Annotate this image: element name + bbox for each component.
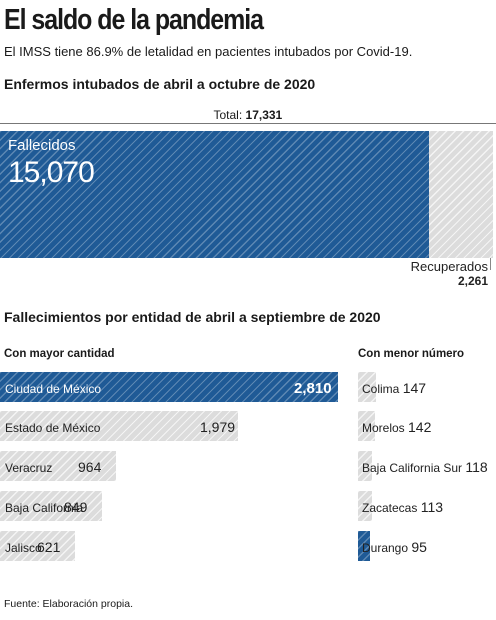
bar-zacatecas xyxy=(358,491,372,521)
recuperados-label: Recuperados xyxy=(410,259,488,274)
value-morelos: 142 xyxy=(408,419,432,435)
group-menor-label: Con menor número xyxy=(358,348,465,360)
label-text-durango: Durango xyxy=(362,541,412,555)
bar-ciudad-de-mexico xyxy=(0,372,338,402)
bar-recuperados xyxy=(429,131,493,258)
value-durango: 95 xyxy=(411,539,427,555)
total-label: Total: 17,331 xyxy=(210,108,286,122)
value-jalisco: 621 xyxy=(37,539,61,555)
total-label-text: Total: xyxy=(213,108,243,122)
bar-morelos xyxy=(358,411,375,441)
bar-colima xyxy=(358,372,376,402)
label-baja-california-sur: Baja California Sur 118 xyxy=(362,459,488,475)
source-note: Fuente: Elaboración propia. xyxy=(4,598,133,610)
label-text-baja-california-sur: Baja California Sur xyxy=(362,461,466,475)
bar-veracruz xyxy=(0,451,116,481)
bar-estado-de-mexico xyxy=(0,411,238,441)
label-durango: Durango 95 xyxy=(362,539,427,555)
bar-baja-california xyxy=(0,491,102,521)
page-subtitle: El IMSS tiene 86.9% de letalidad en paci… xyxy=(4,44,413,59)
label-veracruz: Veracruz xyxy=(5,461,53,475)
label-morelos: Morelos 142 xyxy=(362,419,431,435)
value-colima: 147 xyxy=(402,380,427,396)
value-zacatecas: 113 xyxy=(420,499,444,515)
bar-baja-california-sur xyxy=(358,451,372,481)
total-value: 17,331 xyxy=(245,108,283,122)
chart2-title: Fallecimientos por entidad de abril a se… xyxy=(4,309,381,325)
recuperados-value: 2,261 xyxy=(457,274,488,288)
value-veracruz: 964 xyxy=(78,459,102,475)
label-estado-de-mexico: Estado de México xyxy=(5,421,101,435)
label-baja-california: Baja California xyxy=(5,501,84,515)
total-line xyxy=(0,123,496,124)
group-mayor-label: Con mayor cantidad xyxy=(4,348,115,360)
value-estado-de-mexico: 1,979 xyxy=(200,419,236,435)
value-baja-california-sur: 118 xyxy=(465,459,488,475)
label-colima: Colima 147 xyxy=(362,380,426,396)
fallecidos-label: Fallecidos xyxy=(8,137,76,154)
label-text-colima: Colima xyxy=(362,382,403,396)
label-ciudad-de-mexico: Ciudad de México xyxy=(5,382,102,396)
fallecidos-value: 15,070 xyxy=(8,156,95,189)
bar-durango xyxy=(358,531,370,561)
value-ciudad-de-mexico: 2,810 xyxy=(294,380,332,397)
page-title: El saldo de la pandemia xyxy=(4,4,264,36)
bar-fallecidos xyxy=(0,131,429,258)
value-baja-california: 849 xyxy=(64,499,88,515)
recuperados-connector xyxy=(490,258,491,270)
label-zacatecas: Zacatecas 113 xyxy=(362,499,443,515)
label-text-morelos: Morelos xyxy=(362,421,409,435)
label-jalisco: Jalisco xyxy=(5,541,42,555)
label-text-zacatecas: Zacatecas xyxy=(362,501,421,515)
chart1-title: Enfermos intubados de abril a octubre de… xyxy=(4,76,316,92)
bar-jalisco xyxy=(0,531,75,561)
